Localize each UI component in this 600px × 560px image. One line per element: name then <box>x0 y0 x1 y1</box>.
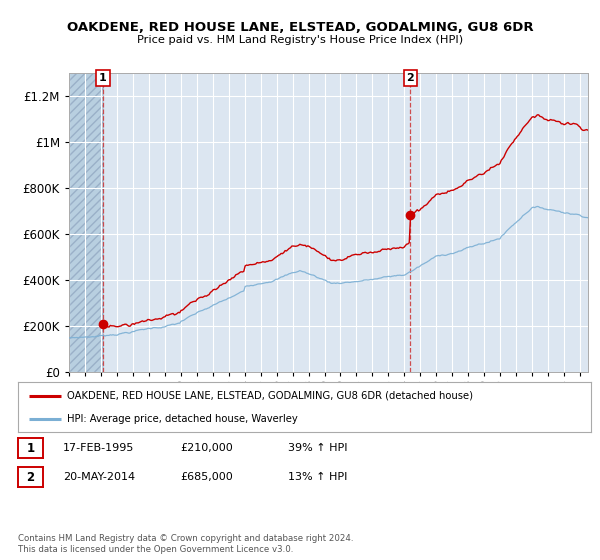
Text: 39% ↑ HPI: 39% ↑ HPI <box>288 443 347 453</box>
Text: 1: 1 <box>99 73 107 83</box>
Text: Contains HM Land Registry data © Crown copyright and database right 2024.
This d: Contains HM Land Registry data © Crown c… <box>18 534 353 554</box>
Text: £210,000: £210,000 <box>180 443 233 453</box>
Text: 2: 2 <box>407 73 414 83</box>
Text: 20-MAY-2014: 20-MAY-2014 <box>63 472 135 482</box>
Text: 1: 1 <box>26 441 35 455</box>
Text: HPI: Average price, detached house, Waverley: HPI: Average price, detached house, Wave… <box>67 414 298 424</box>
Text: 13% ↑ HPI: 13% ↑ HPI <box>288 472 347 482</box>
Text: 2: 2 <box>26 470 35 484</box>
Text: £685,000: £685,000 <box>180 472 233 482</box>
Text: OAKDENE, RED HOUSE LANE, ELSTEAD, GODALMING, GU8 6DR: OAKDENE, RED HOUSE LANE, ELSTEAD, GODALM… <box>67 21 533 34</box>
Text: 17-FEB-1995: 17-FEB-1995 <box>63 443 134 453</box>
Text: Price paid vs. HM Land Registry's House Price Index (HPI): Price paid vs. HM Land Registry's House … <box>137 35 463 45</box>
Text: OAKDENE, RED HOUSE LANE, ELSTEAD, GODALMING, GU8 6DR (detached house): OAKDENE, RED HOUSE LANE, ELSTEAD, GODALM… <box>67 390 473 400</box>
Bar <box>69 73 103 372</box>
Bar <box>69 73 103 372</box>
